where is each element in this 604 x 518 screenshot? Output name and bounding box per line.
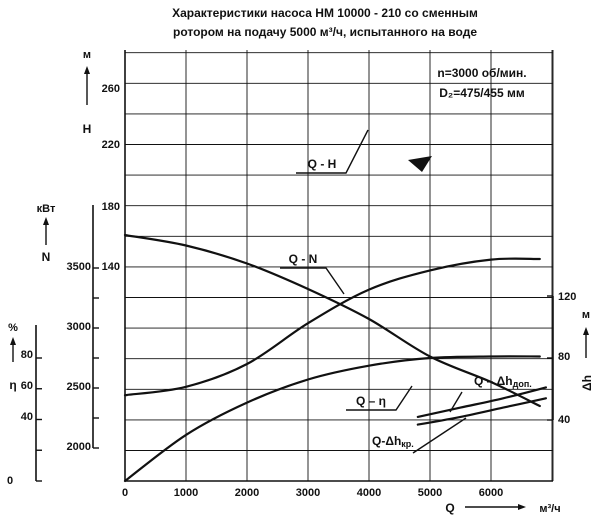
h-axis-unit: м: [83, 49, 91, 61]
x-axis-arrow-head: [518, 504, 526, 510]
curve-q-h: [123, 233, 541, 408]
eta-axis-arrow-head: [10, 337, 16, 345]
q-h-arrow-marker: [408, 156, 432, 172]
label-q-n: Q - N: [289, 252, 318, 266]
eta-axis-unit: %: [8, 322, 18, 334]
eta-tick-label: 60: [21, 380, 33, 392]
eta-tick-label: 80: [21, 349, 33, 361]
label-q-dh-kr-main: Q-Δh: [372, 434, 401, 448]
n-axis-label: N: [42, 250, 51, 264]
label-q-dh-dop: Q – Δhдоп.: [474, 374, 532, 389]
dh-axis-unit: м: [582, 309, 590, 321]
leader-q-h: [296, 129, 369, 174]
x-axis-label: Q: [445, 501, 454, 515]
h-tick-label: 180: [102, 201, 120, 213]
n-tick-label: 3000: [67, 321, 91, 333]
x-tick-label: 4000: [357, 487, 381, 499]
h-axis-label: H: [83, 122, 92, 136]
leader-q-eta: [346, 385, 413, 411]
dh-axis-arrow-head: [583, 327, 589, 335]
leader-q-dh-dop: [449, 391, 463, 413]
x-tick-label: 3000: [296, 487, 320, 499]
label-q-dh-dop-main: Q – Δh: [474, 374, 513, 388]
curve-q-n: [123, 257, 541, 397]
label-q-eta: Q – η: [356, 394, 386, 408]
label-q-dh-kr: Q-Δhкр.: [372, 434, 414, 449]
x-tick-label: 2000: [235, 487, 259, 499]
h-axis-arrow-head: [84, 66, 90, 74]
dh-tick-label: 40: [558, 414, 570, 426]
label-q-h: Q - H: [308, 157, 337, 171]
n-axis-unit: кВт: [37, 203, 56, 215]
x-tick-label: 1000: [174, 487, 198, 499]
speed-annotation: n=3000 об/мин.: [437, 66, 526, 80]
label-q-dh-kr-sub: кр.: [401, 439, 414, 449]
label-q-dh-dop-sub: доп.: [513, 379, 532, 389]
h-tick-label: 260: [102, 83, 120, 95]
chart-grid: [125, 50, 554, 481]
dh-tick-label: 80: [558, 351, 570, 363]
curve-q-eta: [123, 355, 541, 483]
curve-q-dh-dop: [416, 386, 547, 418]
mid-tick-label: 140: [102, 261, 120, 273]
x-axis-unit: м³/ч: [539, 503, 560, 515]
h-tick-label: 220: [102, 139, 120, 151]
x-tick-labels: 0 1000 2000 3000 4000 5000 6000: [122, 487, 503, 499]
chart-title-line-2: ротором на подачу 5000 м³/ч, испытанного…: [173, 25, 477, 39]
n-tick-label: 2500: [67, 381, 91, 393]
n-axis-arrow-head: [43, 217, 49, 225]
axis-ticks: [36, 267, 553, 482]
x-tick-label: 5000: [418, 487, 442, 499]
dh-tick-label: 120: [558, 291, 576, 303]
dh-axis-label: Δh: [580, 375, 594, 391]
n-tick-label: 2000: [67, 441, 91, 453]
leader-q-n: [280, 267, 345, 295]
chart-title-line-1: Характеристики насоса НМ 10000 - 210 со …: [172, 6, 478, 20]
eta-tick-label: 40: [21, 411, 33, 423]
n-tick-label: 3500: [67, 261, 91, 273]
x-tick-label: 0: [122, 487, 128, 499]
leader-q-dh-kr: [412, 417, 467, 454]
eta-axis-label: η: [9, 378, 16, 392]
curve-q-dh-kr: [416, 397, 547, 426]
x-tick-label: 6000: [479, 487, 503, 499]
diameter-annotation: D₂=475/455 мм: [439, 86, 525, 100]
eta-tick-label: 0: [7, 475, 13, 487]
